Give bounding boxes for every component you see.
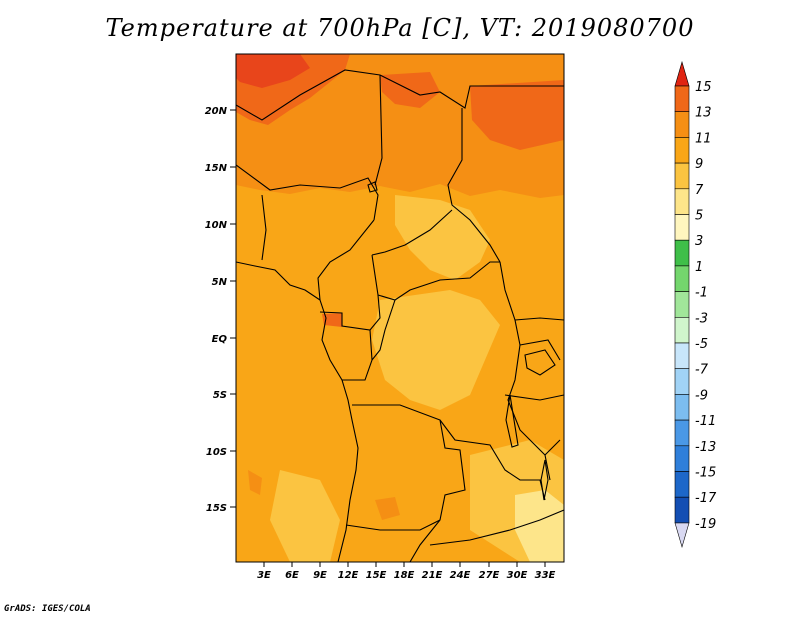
- colorbar-box: [674, 471, 690, 498]
- band-13-15-east: [470, 80, 564, 150]
- colorbar-over-triangle: [674, 60, 690, 87]
- colorbar-under-triangle: [674, 522, 690, 548]
- band-7-9-congo: [372, 290, 500, 410]
- lon-label: 21E: [422, 570, 443, 581]
- colorbar-box: [674, 419, 690, 447]
- lon-label: 3E: [257, 570, 271, 581]
- colorbar-box: [674, 188, 690, 215]
- colorbar-level-label: -15: [695, 466, 716, 481]
- colorbar-level-label: -13: [695, 440, 716, 455]
- colorbar-level-label: -3: [695, 311, 708, 326]
- colorbar-box: [674, 394, 690, 421]
- colorbar-box: [674, 342, 690, 370]
- colorbar-box: [674, 265, 690, 292]
- border-east-africa: [504, 317, 564, 456]
- lake-malawi: [540, 459, 549, 501]
- lat-label: 5S: [213, 390, 227, 401]
- colorbar-level-label: -1: [695, 286, 708, 301]
- colorbar-box: [674, 111, 690, 138]
- colorbar-box: [674, 316, 690, 344]
- chart-title: Temperature at 700hPa [C], VT: 201908070…: [105, 14, 695, 42]
- colorbar-level-label: -11: [695, 414, 716, 429]
- lat-label: 10S: [206, 447, 227, 458]
- lat-label: 20N: [205, 106, 228, 117]
- border-niger-chad: [236, 164, 379, 221]
- lon-label: 27E: [479, 570, 500, 581]
- colorbar-box: [674, 239, 690, 267]
- band-7-9-angola: [270, 470, 340, 562]
- border-angola: [352, 404, 466, 562]
- colorbar-box: [674, 445, 690, 472]
- band-11-13-gabon: [322, 313, 342, 327]
- lon-label: 9E: [313, 570, 327, 581]
- lat-label: EQ: [212, 334, 228, 345]
- border-libya-sudan: [374, 74, 383, 186]
- colorbar-box: [674, 368, 690, 395]
- borders: [236, 69, 564, 562]
- colorbar-level-label: 3: [695, 234, 703, 249]
- footer-credit: GrADS: IGES/COLA: [4, 604, 91, 614]
- colorbar-level-label: -5: [695, 337, 708, 352]
- coastline: [236, 261, 359, 562]
- band-11-13-coast: [248, 470, 262, 495]
- lon-label: 6E: [285, 570, 299, 581]
- lon-label: 18E: [394, 570, 415, 581]
- colorbar-level-label: 9: [695, 157, 703, 172]
- lon-label: 24E: [450, 570, 471, 581]
- colorbar-box: [674, 291, 690, 318]
- colorbar-level-label: 13: [695, 106, 712, 121]
- lon-label: 12E: [338, 570, 359, 581]
- colorbar-box: [674, 162, 690, 190]
- band-13-15-nw: [236, 54, 310, 88]
- colorbar-level-label: -19: [695, 517, 716, 532]
- border-congo-drc: [342, 299, 396, 381]
- lon-label: 30E: [507, 570, 528, 581]
- lat-axis: 20N 15N 10N 5N EQ 5S 10S 15S: [205, 106, 236, 514]
- map-frame: [235, 53, 565, 563]
- band-11-13-angola: [375, 497, 400, 520]
- border-north: [236, 69, 564, 121]
- lake-chad: [367, 181, 378, 193]
- lat-label: 15S: [206, 503, 227, 514]
- lon-axis: 3E 6E 9E 12E 15E 18E 21E 24E 27E 30E 33E: [257, 562, 556, 581]
- border-south: [345, 509, 564, 546]
- lat-label: 10N: [205, 220, 228, 231]
- colorbar-box: [674, 137, 690, 164]
- colorbar-level-label: -7: [695, 363, 709, 378]
- lon-label: 33E: [535, 570, 556, 581]
- colorbar-level-label: -9: [695, 388, 708, 403]
- colorbar-level-label: 7: [695, 183, 704, 198]
- border-nigeria: [261, 194, 375, 301]
- border-drc-east: [499, 261, 551, 481]
- colorbar-box: [674, 214, 690, 241]
- colorbar-box: [674, 85, 690, 113]
- colorbar-level-label: 1: [695, 260, 703, 275]
- colorbar-level-label: 5: [695, 209, 703, 224]
- lon-label: 15E: [366, 570, 387, 581]
- colorbar: 15 13 11 9 7 5 3 1 -1 -3 -5 -7 -9 -11 -13 -15 -17 -19: [674, 60, 717, 548]
- lat-label: 15N: [205, 163, 228, 174]
- lakes: [367, 181, 556, 501]
- border-chad-sudan: [447, 108, 501, 263]
- border-cameroon-congo: [319, 294, 381, 331]
- border-car: [371, 209, 500, 301]
- band-5-7-southeast: [515, 490, 564, 562]
- colorbar-level-label: 11: [695, 131, 712, 146]
- lat-label: 5N: [212, 277, 228, 288]
- border-zambia: [439, 419, 546, 501]
- lake-victoria: [524, 349, 556, 376]
- colorbar-box: [674, 496, 690, 524]
- lake-tanganyika: [505, 394, 519, 448]
- temperature-field: [236, 54, 564, 562]
- colorbar-level-label: 15: [695, 80, 712, 95]
- colorbar-level-label: -17: [695, 491, 717, 506]
